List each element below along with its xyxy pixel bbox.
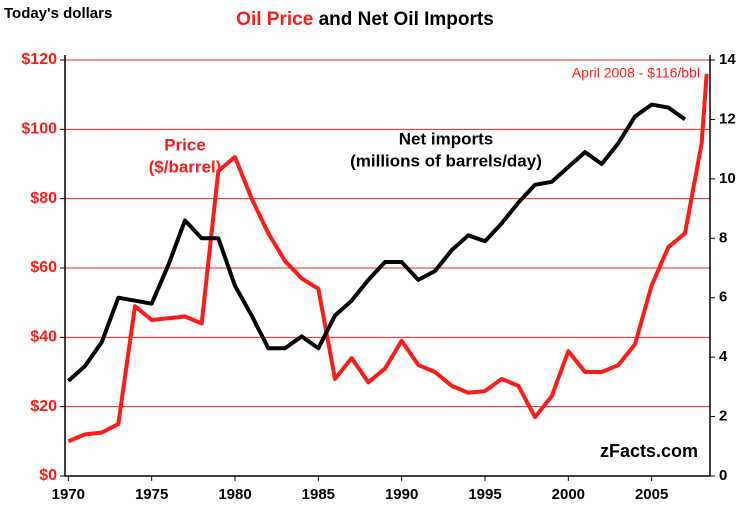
y-tick-label: $80 <box>30 190 57 207</box>
y-tick-label: $20 <box>30 398 57 415</box>
x-tick-label: 2000 <box>552 486 585 503</box>
annotation: April 2008 - $116/bbl <box>572 65 700 81</box>
y-tick-label: $40 <box>30 329 57 346</box>
x-tick-label: 2005 <box>635 486 668 503</box>
y2-tick-label: 2 <box>719 408 727 425</box>
series-line <box>67 102 687 383</box>
x-tick-label: 1975 <box>135 486 168 503</box>
series-line <box>67 73 709 444</box>
annotation: zFacts.com <box>600 441 698 461</box>
x-tick-label: 1970 <box>52 486 85 503</box>
series-label: ($/barrel) <box>149 157 222 176</box>
y-tick-label: $0 <box>39 467 57 484</box>
x-tick-label: 1985 <box>302 486 335 503</box>
series-label: (millions of barrels/day) <box>350 151 542 170</box>
y-tick-label: $100 <box>21 121 57 138</box>
title-highlight: Oil Price <box>236 9 313 30</box>
y2-tick-label: 12 <box>719 110 736 127</box>
x-tick-label: 1995 <box>468 486 501 503</box>
y2-tick-label: 6 <box>719 289 727 306</box>
y2-tick-label: 8 <box>719 229 727 246</box>
y2-tick-label: 10 <box>719 170 736 187</box>
y-axis-label: Today's dollars <box>4 5 112 22</box>
x-tick-label: 1990 <box>385 486 418 503</box>
y2-tick-label: 14 <box>719 51 736 68</box>
chart-title: Oil Price and Net Oil Imports <box>236 9 494 30</box>
y-tick-label: $60 <box>30 259 57 276</box>
y2-tick-label: 0 <box>719 467 727 484</box>
y2-tick-label: 4 <box>719 348 728 365</box>
x-tick-label: 1980 <box>218 486 251 503</box>
series-label: Net imports <box>399 129 493 148</box>
series-label: Price <box>164 135 206 154</box>
title-rest: and Net Oil Imports <box>319 9 494 30</box>
y-tick-label: $120 <box>21 51 57 68</box>
